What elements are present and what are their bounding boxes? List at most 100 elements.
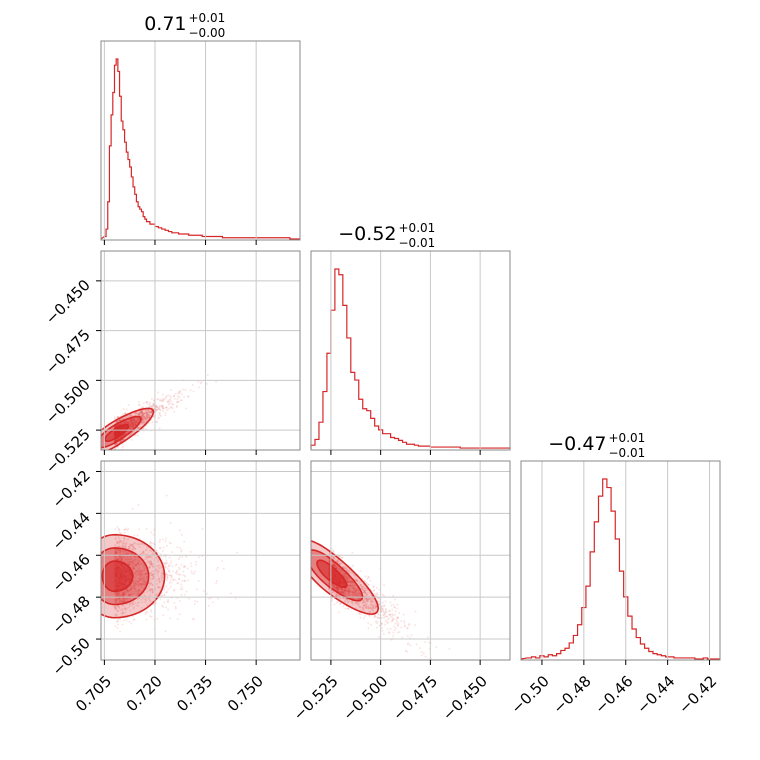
sample-point: [179, 573, 182, 576]
sample-point: [358, 592, 361, 595]
sample-point: [381, 607, 384, 610]
sample-point: [126, 589, 129, 592]
sample-point: [331, 561, 334, 564]
sample-point: [136, 561, 139, 564]
sample-point: [138, 410, 141, 413]
sample-point: [125, 408, 128, 411]
sample-point: [348, 584, 351, 587]
sample-point: [363, 606, 366, 609]
sample-point: [448, 647, 451, 650]
sample-point: [336, 586, 339, 589]
sample-point: [119, 559, 122, 562]
sample-point: [129, 420, 132, 423]
sample-point: [339, 562, 342, 565]
sample-point: [134, 582, 137, 585]
sample-point: [114, 557, 117, 560]
sample-point: [374, 606, 377, 609]
sample-point: [125, 619, 128, 622]
sample-point: [148, 560, 151, 563]
sample-point: [113, 606, 116, 609]
sample-point: [128, 555, 131, 558]
sample-point: [157, 585, 160, 588]
sample-point: [128, 561, 131, 564]
sample-point: [122, 537, 125, 540]
sample-point: [126, 415, 129, 418]
sample-point: [175, 563, 178, 566]
sample-point: [135, 582, 138, 585]
sample-point: [373, 604, 376, 607]
sample-point: [158, 411, 161, 414]
sample-point: [115, 615, 118, 618]
sample-point: [346, 580, 349, 583]
sample-point: [160, 575, 163, 578]
sample-point: [354, 587, 357, 590]
sample-point: [170, 396, 173, 399]
sample-point: [117, 527, 120, 530]
sample-point: [137, 571, 140, 574]
sample-point: [123, 591, 126, 594]
sample-point: [372, 598, 375, 601]
sample-point: [389, 627, 392, 630]
sample-point: [114, 593, 117, 596]
sample-point: [116, 594, 119, 597]
sample-point: [138, 528, 141, 531]
sample-point: [172, 589, 175, 592]
sample-point: [338, 562, 341, 565]
sample-point: [116, 437, 119, 440]
sample-point: [170, 400, 173, 403]
sample-point: [148, 560, 151, 563]
sample-point: [358, 605, 361, 608]
sample-point: [123, 421, 126, 424]
sample-point: [130, 422, 133, 425]
sample-point: [140, 542, 143, 545]
sample-point: [127, 422, 130, 425]
sample-point: [157, 564, 160, 567]
sample-point: [131, 566, 134, 569]
sample-point: [359, 605, 362, 608]
sample-point: [131, 565, 134, 568]
sample-point: [149, 590, 152, 593]
sample-point: [125, 589, 128, 592]
sample-point: [124, 422, 127, 425]
sample-point: [127, 594, 130, 597]
sample-point: [125, 557, 128, 560]
sample-point: [184, 575, 187, 578]
sample-point: [123, 528, 126, 531]
sample-point: [345, 589, 348, 592]
sample-point: [130, 421, 133, 424]
sample-point: [151, 552, 154, 555]
sample-point: [367, 604, 370, 607]
sample-point: [121, 552, 124, 555]
sample-point: [151, 588, 154, 591]
sample-point: [134, 555, 137, 558]
sample-point: [183, 565, 186, 568]
sample-point: [136, 559, 139, 562]
sample-point: [367, 576, 370, 579]
sample-point: [132, 618, 135, 621]
sample-point: [355, 577, 358, 580]
sample-point: [135, 420, 138, 423]
sample-point: [133, 418, 136, 421]
sample-point: [176, 546, 179, 549]
sample-point: [388, 632, 391, 635]
sample-point: [418, 647, 421, 650]
sample-point: [138, 589, 141, 592]
sample-point: [348, 583, 351, 586]
sample-point: [120, 418, 123, 421]
sample-point: [116, 420, 119, 423]
sample-point: [197, 380, 200, 383]
sample-point: [229, 592, 232, 595]
sample-point: [115, 540, 118, 543]
sample-point: [334, 586, 337, 589]
sample-point: [143, 580, 146, 583]
sample-point: [132, 581, 135, 584]
sample-point: [127, 594, 130, 597]
sample-point: [183, 565, 186, 568]
sample-point: [130, 424, 133, 427]
sample-point: [144, 417, 147, 420]
sample-point: [157, 578, 160, 581]
sample-point: [337, 568, 340, 571]
sample-point: [165, 579, 168, 582]
sample-point: [339, 568, 342, 571]
sample-point: [365, 598, 368, 601]
